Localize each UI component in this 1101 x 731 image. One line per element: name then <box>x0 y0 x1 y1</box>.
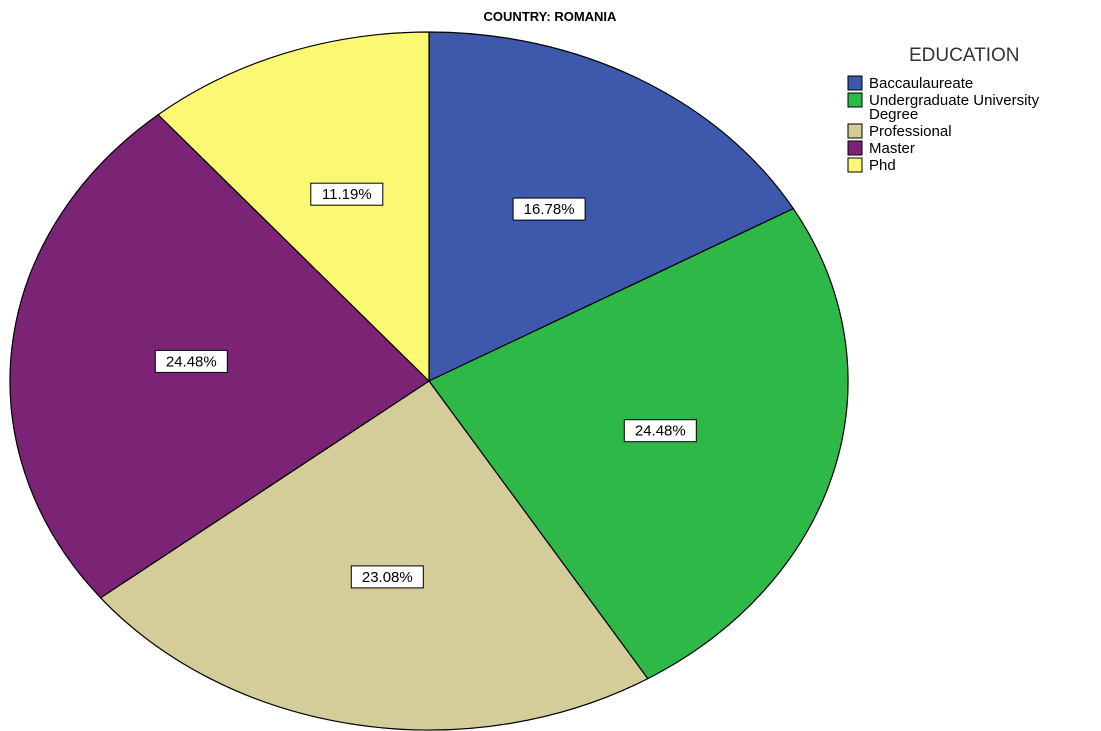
data-label-text: 23.08% <box>362 569 413 586</box>
legend-label: Undergraduate University Degree <box>869 92 1040 123</box>
data-label-box <box>154 349 228 373</box>
legend-item: Undergraduate University Degree <box>847 92 1040 123</box>
legend-label: Baccaulaureate <box>869 75 973 92</box>
pie-slice-professional <box>99 380 649 731</box>
legend-swatch <box>847 140 863 156</box>
legend-swatch <box>847 92 863 108</box>
legend-item: Baccaulaureate <box>847 75 973 92</box>
data-label: 23.08% <box>350 565 424 589</box>
data-label-box <box>350 565 424 589</box>
data-label: 24.48% <box>154 349 228 373</box>
pie-slices <box>9 31 849 731</box>
pie-slice-baccaulaureate <box>428 31 795 382</box>
data-label: 24.48% <box>623 419 697 443</box>
data-label-text: 11.19% <box>322 186 372 203</box>
data-label-box <box>623 419 697 443</box>
legend-title: EDUCATION <box>909 45 1019 66</box>
legend-swatch <box>847 75 863 91</box>
legend-item: Phd <box>847 157 896 174</box>
data-label-text: 16.78% <box>524 201 575 218</box>
data-label: 11.19% <box>310 182 384 206</box>
legend-label: Professional <box>869 123 952 140</box>
legend-item: Master <box>847 140 915 157</box>
data-label: 16.78% <box>512 197 586 221</box>
legend-item: Professional <box>847 123 952 140</box>
data-label-text: 24.48% <box>635 423 686 440</box>
legend-label: Master <box>869 140 915 157</box>
data-label-box <box>310 182 384 206</box>
data-label-box <box>512 197 586 221</box>
pie-slice-phd <box>157 31 430 383</box>
pie-slice-undergraduate-university-degree <box>428 207 849 680</box>
legend-swatch <box>847 157 863 173</box>
data-label-text: 24.48% <box>166 353 217 370</box>
legend-label: Phd <box>869 157 896 174</box>
chart-title: COUNTRY: ROMANIA <box>484 9 617 24</box>
legend-swatch <box>847 123 863 139</box>
pie-data-labels: 16.78% 24.48% 23.08% 24.48% 11.19% <box>154 182 697 589</box>
